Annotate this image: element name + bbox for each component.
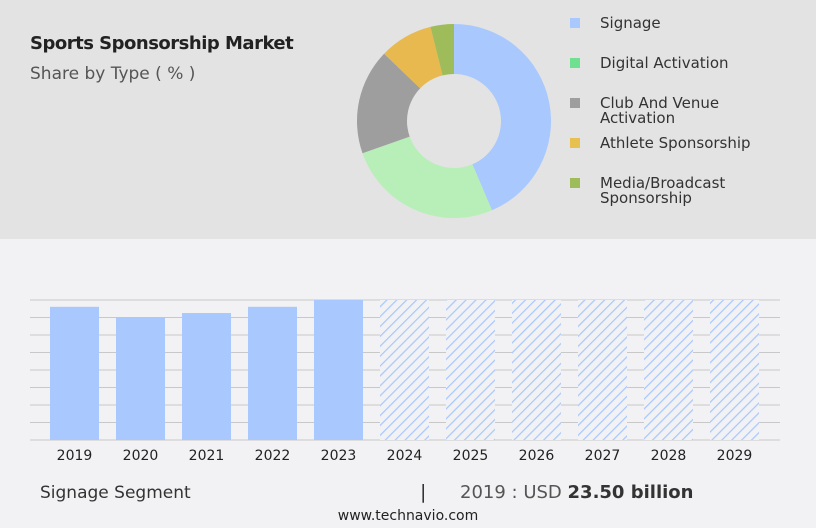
legend-item[interactable]: Signage — [570, 14, 810, 48]
x-tick-label: 2029 — [717, 448, 753, 464]
bar-chart: 2019 2020 2021 2022 2023 2024 2025 2026 2027 2028… — [30, 299, 780, 464]
x-tick-label: 2026 — [519, 448, 555, 464]
x-tick-label: 2028 — [651, 448, 687, 464]
forecast-bar-2026[interactable] — [512, 300, 561, 440]
pie-slice-media-broadcast-sponsorship[interactable] — [430, 24, 454, 76]
x-tick-label: 2024 — [387, 448, 423, 464]
x-tick-label: 2025 — [453, 448, 489, 464]
bar-2021[interactable] — [182, 313, 231, 440]
forecast-bar-2027[interactable] — [578, 300, 627, 440]
legend-swatch — [570, 58, 580, 68]
legend-item[interactable]: Media/Broadcast Sponsorship — [570, 174, 810, 208]
segment-label: Signage Segment — [40, 483, 191, 503]
x-tick-label: 2021 — [189, 448, 225, 464]
legend-label: Athlete Sponsorship — [600, 134, 751, 152]
legend-item[interactable]: Club And Venue Activation — [570, 94, 810, 128]
year-label: 2019 : USD — [460, 482, 562, 503]
legend-swatch — [570, 178, 580, 188]
legend-label: Club And Venue Activation — [600, 94, 720, 127]
page-subtitle: Share by Type ( % ) — [30, 64, 196, 84]
forecast-bar-2024[interactable] — [380, 300, 429, 440]
x-tick-label: 2020 — [123, 448, 159, 464]
x-tick-label: 2019 — [57, 448, 93, 464]
pie-slice-signage[interactable] — [454, 24, 551, 211]
x-tick-label: 2022 — [255, 448, 291, 464]
legend-item[interactable]: Athlete Sponsorship — [570, 134, 810, 168]
bar-2022[interactable] — [248, 306, 297, 440]
bar-2020[interactable] — [116, 317, 165, 440]
forecast-bar-2028[interactable] — [644, 300, 693, 440]
value-text: 23.50 billion — [567, 482, 694, 503]
legend-label: Digital Activation — [600, 54, 729, 72]
forecast-bar-2025[interactable] — [446, 300, 495, 440]
separator: | — [420, 481, 427, 503]
pie-slice-digital-activation[interactable] — [362, 136, 492, 218]
legend-swatch — [570, 18, 580, 28]
x-tick-label: 2023 — [321, 448, 357, 464]
x-tick-label: 2027 — [585, 448, 621, 464]
site-url[interactable]: www.technavio.com — [337, 508, 479, 524]
donut-chart — [357, 24, 551, 218]
bar-2023[interactable] — [314, 300, 363, 440]
legend-label: Media/Broadcast Sponsorship — [600, 174, 726, 207]
pie-slice-club-and-venue-activation[interactable] — [357, 53, 421, 154]
segment-value: 2019 : USD 23.50 billion — [460, 482, 693, 503]
legend-item[interactable]: Digital Activation — [570, 54, 810, 88]
legend-label: Signage — [600, 14, 661, 32]
bar-2019[interactable] — [50, 306, 99, 440]
legend-swatch — [570, 98, 580, 108]
page-title: Sports Sponsorship Market — [30, 33, 294, 54]
legend-swatch — [570, 138, 580, 148]
pie-slice-athlete-sponsorship[interactable] — [384, 26, 443, 89]
forecast-bar-2029[interactable] — [710, 300, 759, 440]
